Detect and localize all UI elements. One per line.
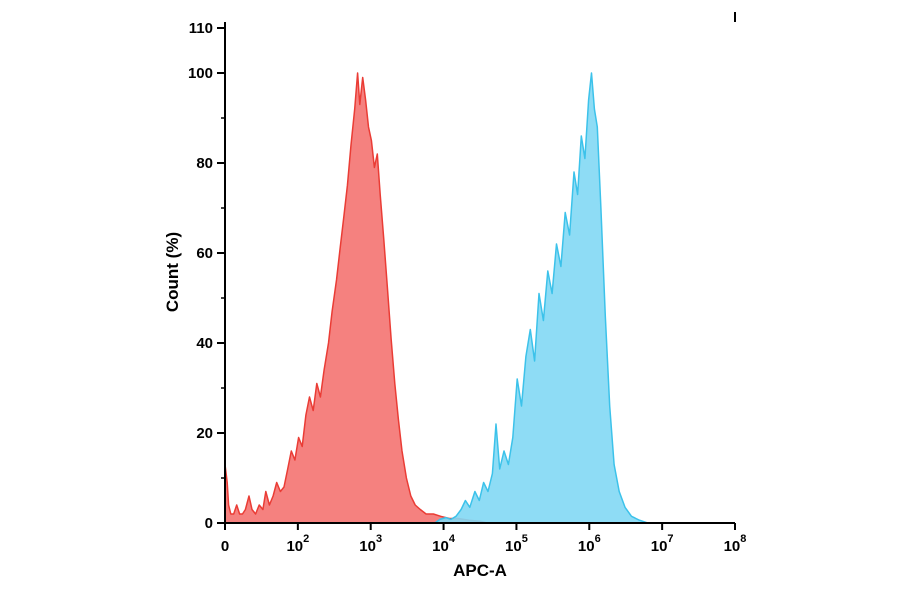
y-tick-label: 80 [196, 155, 213, 172]
x-tick-label: 107 [651, 533, 674, 555]
y-tick-label: 60 [196, 245, 213, 262]
x-tick-label: 103 [359, 533, 382, 555]
x-axis-title: APC-A [453, 561, 507, 580]
x-tick-label: 104 [432, 533, 456, 555]
x-tick-label: 108 [724, 533, 747, 555]
y-tick-label: 40 [196, 335, 213, 352]
y-tick-label: 110 [189, 20, 213, 37]
x-tick-label: 102 [286, 533, 309, 555]
y-tick-label: 100 [188, 65, 213, 82]
x-tick-label: 0 [221, 538, 229, 555]
x-tick-label: 106 [578, 533, 601, 555]
blue-histogram-area [434, 72, 649, 524]
x-tick-label: 105 [505, 533, 528, 555]
red-histogram-area [224, 72, 489, 524]
y-axis-title: Count (%) [163, 231, 182, 313]
y-tick-label: 20 [196, 425, 213, 442]
y-tick-label: 0 [205, 515, 213, 532]
